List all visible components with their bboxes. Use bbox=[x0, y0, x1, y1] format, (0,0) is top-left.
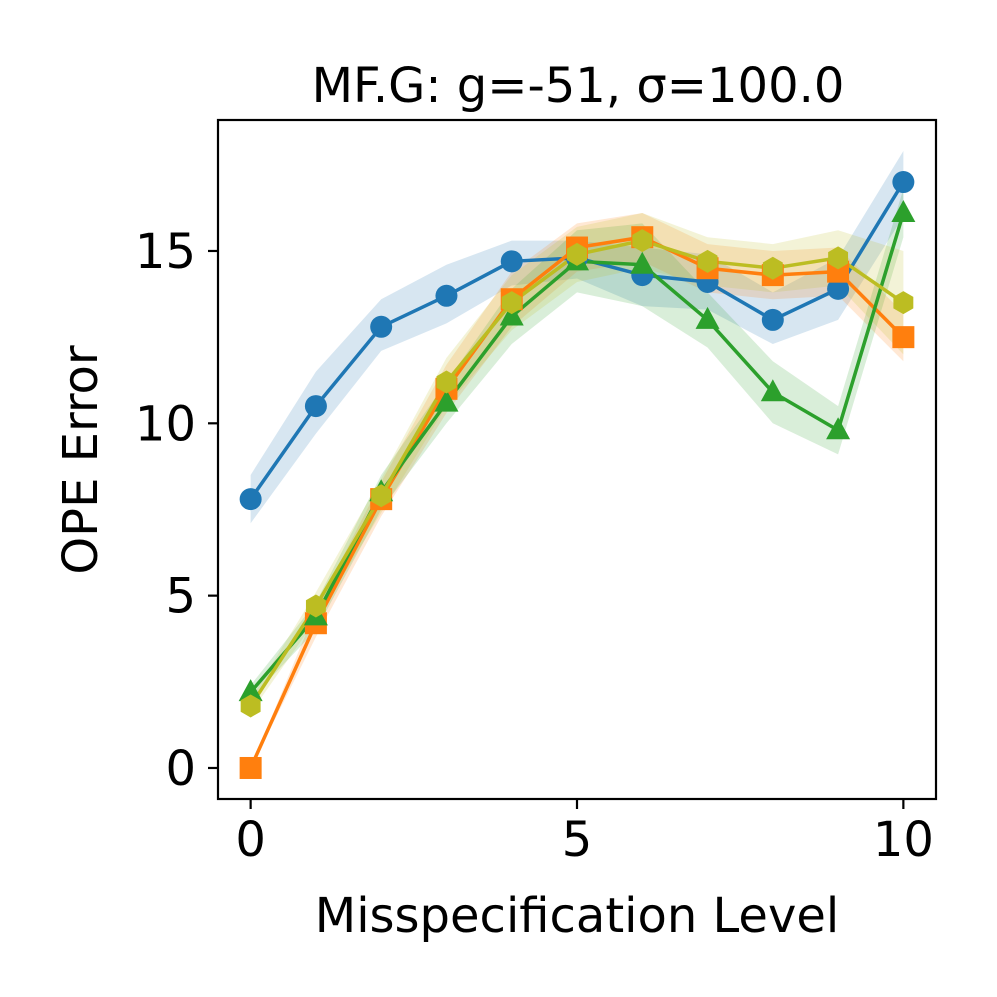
series-3-point bbox=[893, 291, 914, 315]
series-3-point bbox=[697, 249, 718, 273]
series-markers bbox=[238, 171, 916, 779]
chart-title: MF.G: g=-51, σ=100.0 bbox=[312, 58, 845, 114]
series-0-point bbox=[304, 395, 327, 418]
x-tick-label: 0 bbox=[235, 812, 266, 868]
series-3-point bbox=[305, 594, 326, 618]
series-3-point bbox=[762, 256, 783, 280]
y-axis-label: OPE Error bbox=[53, 345, 109, 575]
series-2-point bbox=[238, 679, 263, 702]
x-axis-label: Misspecification Level bbox=[315, 888, 839, 944]
series-0-point bbox=[239, 488, 262, 511]
series-0-point bbox=[500, 250, 523, 273]
series-2-point bbox=[499, 303, 524, 326]
y-tick-label: 15 bbox=[135, 224, 196, 280]
series-2-point bbox=[760, 379, 785, 402]
y-tick-label: 10 bbox=[135, 396, 196, 452]
series-3-point bbox=[501, 291, 522, 315]
series-3-point bbox=[371, 484, 392, 508]
series-2-point bbox=[891, 200, 916, 223]
y-tick-label: 0 bbox=[165, 741, 196, 797]
x-tick-label: 5 bbox=[562, 812, 593, 868]
series-3-point bbox=[828, 246, 849, 270]
series-1-point bbox=[892, 326, 915, 349]
x-axis: 0 5 10 bbox=[235, 799, 934, 868]
y-axis: 0 5 10 15 bbox=[135, 224, 218, 797]
series-0-point bbox=[435, 284, 458, 307]
series-2-point bbox=[695, 306, 720, 329]
series-1-point bbox=[239, 756, 262, 779]
x-tick-label: 10 bbox=[873, 812, 934, 868]
series-2-band bbox=[250, 188, 904, 700]
series-0-point bbox=[827, 277, 850, 300]
series-3-point bbox=[567, 242, 587, 266]
series-2-point bbox=[630, 251, 655, 274]
y-tick-label: 5 bbox=[165, 569, 196, 625]
series-3-point bbox=[240, 694, 261, 718]
series-0-point bbox=[892, 171, 915, 194]
series-0-point bbox=[761, 308, 784, 331]
series-2-point bbox=[434, 389, 459, 412]
series-3-point bbox=[632, 229, 653, 253]
series-3-point bbox=[436, 370, 457, 394]
series-2-point bbox=[826, 417, 851, 440]
series-0-point bbox=[370, 315, 393, 338]
